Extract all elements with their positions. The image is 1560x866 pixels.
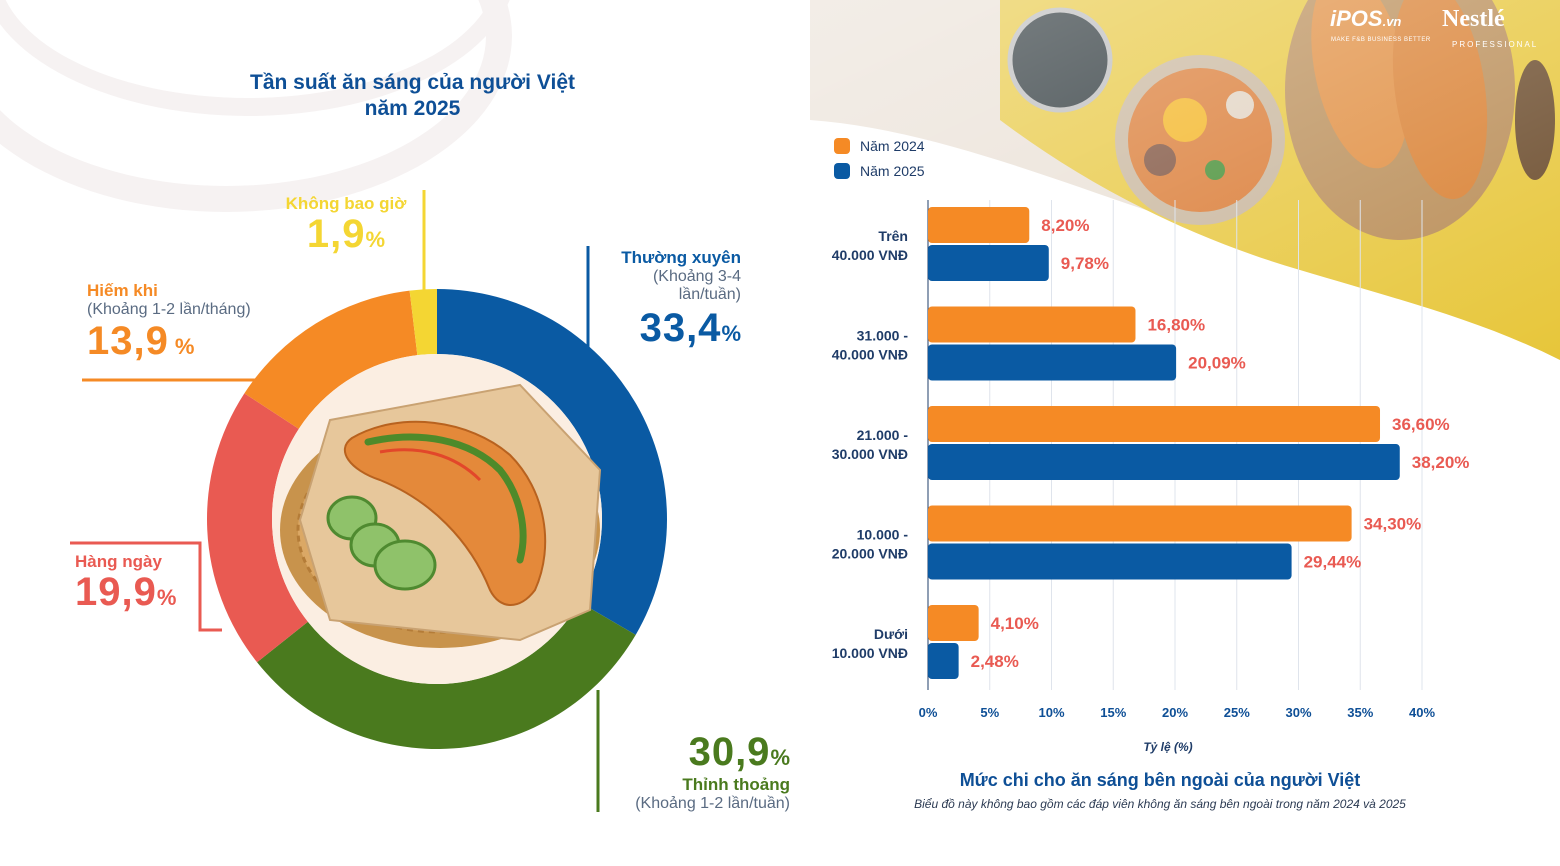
percent-sign: % <box>365 227 386 252</box>
label-khong-bao-gio-value: 1,9 <box>306 212 366 256</box>
donut-segment-thinh-thoang <box>257 602 636 749</box>
x-tick-label: 35% <box>1347 705 1373 720</box>
chart-bars: 8,20% 9,78% 16,80% 20,09% 36,60% 38,20% 34,30%… <box>928 207 1469 679</box>
label-khong-bao-gio-name: Không bao giờ <box>285 194 407 213</box>
donut-panel: Tần suất ăn sáng của người Việt năm 2025 <box>0 0 790 813</box>
leader-lines <box>70 190 600 812</box>
label-hiem-khi-sub: (Khoảng 1-2 lần/tháng) <box>87 301 251 318</box>
donut-segment-hiem-khi <box>244 290 418 429</box>
label-khong-bao-gio: Không bao giờ 1,9% <box>276 194 416 257</box>
legend-swatch-2024 <box>834 138 850 154</box>
bar-value-label: 34,30% <box>1364 515 1422 534</box>
donut-title-line1: Tần suất ăn sáng của người Việt <box>250 71 575 94</box>
chart-x-axis-label: Tỷ lệ (%) <box>1143 740 1192 754</box>
bar-2025 <box>928 344 1177 381</box>
bar-value-label: 36,60% <box>1392 415 1450 434</box>
category-label-line2: 40.000 VNĐ <box>832 347 908 363</box>
donut-segment-thuong-xuyen <box>437 289 667 635</box>
bar-value-label: 16,80% <box>1147 316 1205 335</box>
chart-category-labels: Trên 40.000 VNĐ 31.000 - 40.000 VNĐ 21.000 -… <box>832 228 909 661</box>
label-hang-ngay-name: Hàng ngày <box>75 552 162 571</box>
label-thuong-xuyen-sub2: lần/tuần) <box>678 286 741 303</box>
bar-2024 <box>928 605 979 641</box>
label-thuong-xuyen-name: Thường xuyên <box>621 248 741 267</box>
category-label-line2: 20.000 VNĐ <box>832 546 908 562</box>
food-photo-background <box>810 0 1560 360</box>
donut-chart <box>70 190 667 812</box>
x-tick-label: 15% <box>1100 705 1126 720</box>
label-thinh-thoang-sub: (Khoảng 1-2 lần/tuần) <box>635 795 790 812</box>
bar-2025 <box>928 543 1292 580</box>
label-thinh-thoang: 30,9% Thỉnh thoảng (Khoảng 1-2 lần/tuần) <box>600 730 790 813</box>
bar-2024 <box>928 406 1381 442</box>
label-thuong-xuyen-sub1: (Khoảng 3-4 <box>652 268 741 285</box>
label-thinh-thoang-value: 30,9 <box>688 730 771 774</box>
ipos-logo-suffix: .vn <box>1382 14 1402 29</box>
donut-segments <box>206 289 667 749</box>
label-thinh-thoang-name: Thỉnh thoảng <box>682 775 790 794</box>
donut-segment-khong-bao-gio <box>409 289 437 356</box>
ipos-logo: iPOS.vn <box>1330 6 1401 32</box>
x-tick-label: 40% <box>1409 705 1435 720</box>
x-tick-label: 20% <box>1162 705 1188 720</box>
category-label-line1: 31.000 - <box>857 328 909 344</box>
bar-value-label: 4,10% <box>991 614 1039 633</box>
bar-2024 <box>928 306 1136 343</box>
category-label-line2: 30.000 VNĐ <box>832 446 908 462</box>
percent-sign: % <box>174 334 195 359</box>
donut-segment-hang-ngay <box>206 393 308 663</box>
x-tick-label: 25% <box>1224 705 1250 720</box>
legend-swatch-2025 <box>834 163 850 179</box>
bar-2024 <box>928 505 1352 542</box>
donut-title-line2: năm 2025 <box>364 97 461 120</box>
bar-value-label: 8,20% <box>1041 216 1089 235</box>
nestle-tagline: PROFESSIONAL <box>1452 40 1539 49</box>
bar-2024 <box>928 207 1030 243</box>
bar-2025 <box>928 444 1400 480</box>
legend-label-2025: Năm 2025 <box>860 163 925 179</box>
label-hiem-khi-name: Hiếm khi <box>87 281 158 300</box>
x-tick-label: 0% <box>919 705 938 720</box>
legend-2025: Năm 2025 <box>834 163 925 179</box>
bar-value-label: 20,09% <box>1188 354 1246 373</box>
category-label-line1: Dưới <box>874 626 908 642</box>
chart-note: Biểu đồ này không bao gồm các đáp viên k… <box>914 797 1406 811</box>
bar-value-label: 2,48% <box>971 652 1019 671</box>
category-label-line1: Trên <box>878 228 908 244</box>
category-label-line1: 21.000 - <box>857 427 909 443</box>
chart-title: Mức chi cho ăn sáng bên ngoài của người … <box>959 770 1361 790</box>
label-hiem-khi: Hiếm khi (Khoảng 1-2 lần/tháng) 13,9% <box>87 281 307 364</box>
banh-mi-illustration <box>272 354 602 684</box>
ipos-tagline: MAKE F&B BUSINESS BETTER <box>1331 37 1431 43</box>
label-hang-ngay: Hàng ngày 19,9% <box>75 552 215 615</box>
percent-sign: % <box>156 585 177 610</box>
bar-value-label: 9,78% <box>1061 254 1109 273</box>
legend-2024: Năm 2024 <box>834 138 925 154</box>
label-thuong-xuyen: Thường xuyên (Khoảng 3-4 lần/tuần) 33,4% <box>596 248 741 351</box>
label-thuong-xuyen-value: 33,4 <box>639 306 722 350</box>
chart-x-ticks: 0% 5% 10% 15% 20% 25% 30% 35% 40% <box>919 705 1436 720</box>
category-label-line2: 10.000 VNĐ <box>832 645 908 661</box>
label-hang-ngay-value: 19,9 <box>75 570 157 614</box>
donut-title: Tần suất ăn sáng của người Việt năm 2025 <box>160 70 665 122</box>
category-label-line2: 40.000 VNĐ <box>832 247 908 263</box>
leader-line-hang-ngay <box>70 541 222 632</box>
percent-sign: % <box>770 745 790 770</box>
label-hiem-khi-value: 13,9 <box>87 319 169 363</box>
x-tick-label: 30% <box>1285 705 1311 720</box>
bar-2025 <box>928 643 959 679</box>
ipos-logo-text: iPOS <box>1330 6 1383 31</box>
percent-sign: % <box>721 321 741 346</box>
bar-value-label: 29,44% <box>1304 553 1362 572</box>
category-label-line1: 10.000 - <box>857 527 909 543</box>
bar-value-label: 38,20% <box>1412 453 1470 472</box>
x-tick-label: 10% <box>1038 705 1064 720</box>
x-tick-label: 5% <box>980 705 999 720</box>
nestle-logo: Nestlé <box>1442 6 1505 32</box>
legend-label-2024: Năm 2024 <box>860 138 925 154</box>
bar-2025 <box>928 245 1049 281</box>
